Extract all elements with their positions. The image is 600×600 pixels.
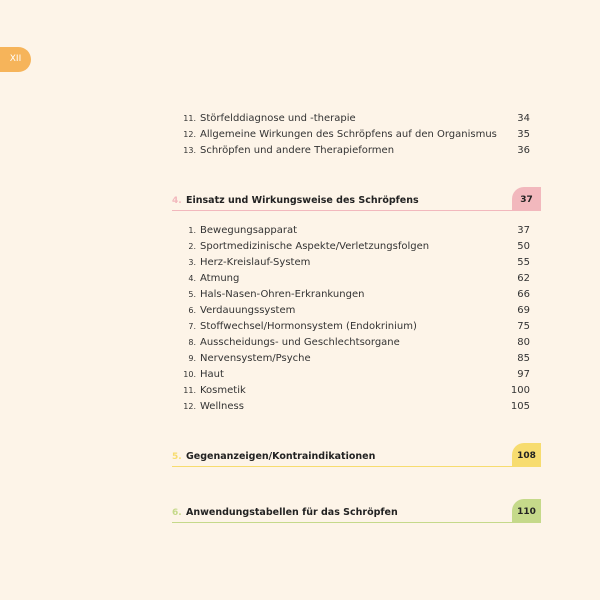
entry-number: 10. — [183, 370, 196, 379]
entry-number: 11. — [183, 114, 196, 123]
entry-title: Hals-Nasen-Ohren-Erkrankungen — [200, 289, 365, 300]
entry-number: 12. — [183, 402, 196, 411]
entry-page: 100 — [510, 385, 530, 396]
entry-page: 66 — [517, 289, 530, 300]
entry-page: 62 — [517, 273, 530, 284]
chapter-rule — [172, 521, 541, 523]
toc-entry[interactable]: 6. Verdauungssystem 69 — [160, 303, 530, 319]
toc-entry[interactable]: 2. Sportmedizinische Aspekte/Verletzungsf… — [160, 239, 530, 255]
entry-page: 80 — [517, 337, 530, 348]
entry-page: 97 — [517, 369, 530, 380]
chapter-number: 6. — [172, 508, 182, 518]
chapter-title: Anwendungstabellen für das Schröpfen — [186, 507, 398, 518]
chapter-page-badge: 108 — [512, 443, 541, 467]
entry-title: Nervensystem/Psyche — [200, 353, 311, 364]
toc-entry[interactable]: 10. Haut 97 — [160, 367, 530, 383]
toc-entry[interactable]: 4. Atmung 62 — [160, 271, 530, 287]
entry-page: 75 — [517, 321, 530, 332]
chapter-number: 5. — [172, 452, 182, 462]
entry-number: 11. — [183, 386, 196, 395]
entry-page: 69 — [517, 305, 530, 316]
entry-title: Ausscheidungs- und Geschlechtsorgane — [200, 337, 400, 348]
entry-title: Herz-Kreislauf-System — [200, 257, 311, 268]
toc-entry[interactable]: 5. Hals-Nasen-Ohren-Erkrankungen 66 — [160, 287, 530, 303]
entry-page: 36 — [517, 145, 530, 156]
entry-title: Atmung — [200, 273, 240, 284]
entry-page: 50 — [517, 241, 530, 252]
toc-entry[interactable]: 3. Herz-Kreislauf-System 55 — [160, 255, 530, 271]
entry-number: 4. — [188, 274, 196, 283]
entry-page: 37 — [517, 225, 530, 236]
toc-entry[interactable]: 1. Bewegungsapparat 37 — [160, 223, 530, 239]
chapter-number: 4. — [172, 196, 182, 206]
chapter-page-badge: 37 — [512, 187, 541, 211]
toc-entry[interactable]: 12. Wellness 105 — [160, 399, 530, 415]
chapter-title: Einsatz und Wirkungsweise des Schröpfens — [186, 195, 419, 206]
entry-number: 12. — [183, 130, 196, 139]
toc-entry[interactable]: 13. Schröpfen und andere Therapieformen 36 — [160, 143, 530, 159]
chapter-rule — [172, 465, 541, 467]
toc-entry[interactable]: 7. Stoffwechsel/Hormonsystem (Endokrinium… — [160, 319, 530, 335]
entry-title: Schröpfen und andere Therapieformen — [200, 145, 395, 156]
chapter-rule — [172, 209, 541, 211]
toc-entry[interactable]: 11. Kosmetik 100 — [160, 383, 530, 399]
chapter-heading[interactable]: 5. Gegenanzeigen/Kontraindikationen 108 — [172, 443, 541, 467]
entry-title: Verdauungssystem — [200, 305, 296, 316]
entry-number: 9. — [188, 354, 196, 363]
toc-entry[interactable]: 9. Nervensystem/Psyche 85 — [160, 351, 530, 367]
entry-page: 35 — [517, 129, 530, 140]
entry-number: 3. — [188, 258, 196, 267]
entry-number: 7. — [188, 322, 196, 331]
chapter-page-badge: 110 — [512, 499, 541, 523]
entry-page: 105 — [510, 401, 530, 412]
chapter-heading[interactable]: 6. Anwendungstabellen für das Schröpfen 11… — [172, 499, 541, 523]
entry-title: Kosmetik — [200, 385, 246, 396]
entry-page: 34 — [517, 113, 530, 124]
entry-number: 6. — [188, 306, 196, 315]
entry-title: Störfelddiagnose und -therapie — [200, 113, 356, 124]
entry-page: 85 — [517, 353, 530, 364]
entry-title: Stoffwechsel/Hormonsystem (Endokrinium) — [200, 321, 417, 332]
entry-number: 2. — [188, 242, 196, 251]
entry-title: Bewegungsapparat — [200, 225, 298, 236]
entry-number: 8. — [188, 338, 196, 347]
toc-entry[interactable]: 12. Allgemeine Wirkungen des Schröpfens a… — [160, 127, 530, 143]
chapter-heading[interactable]: 4. Einsatz und Wirkungsweise des Schröpfe… — [172, 187, 541, 211]
toc-entry[interactable]: 11. Störfelddiagnose und -therapie 34 — [160, 111, 530, 127]
page-number-tab: XII — [0, 47, 31, 72]
entry-number: 5. — [188, 290, 196, 299]
entry-title: Allgemeine Wirkungen des Schröpfens auf … — [200, 129, 497, 140]
toc-entry[interactable]: 8. Ausscheidungs- und Geschlechtsorgane 80 — [160, 335, 530, 351]
entry-title: Haut — [200, 369, 224, 380]
entry-page: 55 — [517, 257, 530, 268]
entry-title: Sportmedizinische Aspekte/Verletzungsfol… — [200, 241, 430, 252]
entry-number: 1. — [188, 226, 196, 235]
chapter-title: Gegenanzeigen/Kontraindikationen — [186, 451, 376, 462]
entry-title: Wellness — [200, 401, 244, 412]
entry-number: 13. — [183, 146, 196, 155]
